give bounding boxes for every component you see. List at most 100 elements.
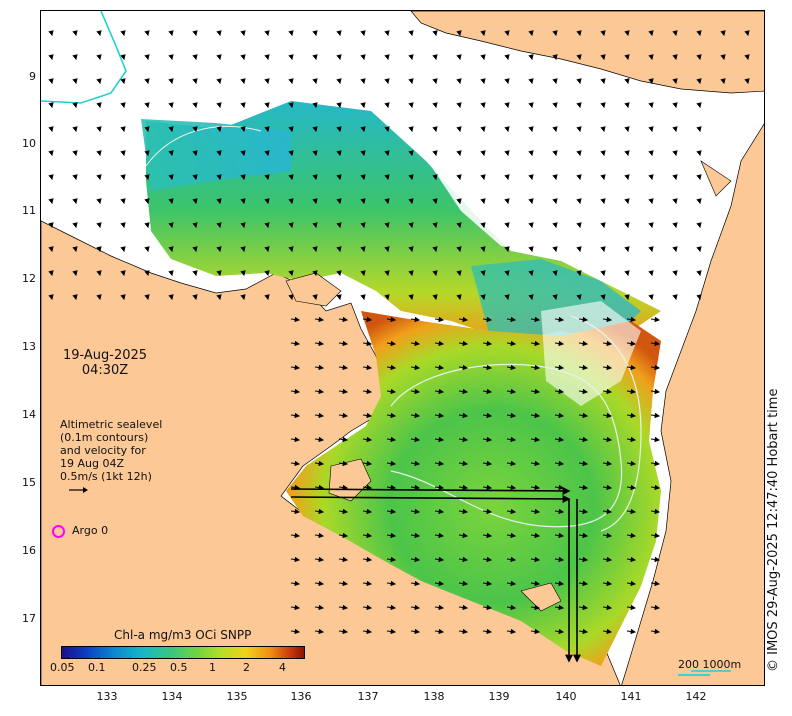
velocity-arrow [480,150,486,157]
velocity-arrow [648,78,654,85]
longitude-label: 140 [555,690,577,703]
velocity-arrow [696,246,702,253]
depth-scale-line [678,674,710,676]
velocity-arrow [530,436,541,443]
velocity-arrow [504,126,510,133]
velocity-arrow [290,388,301,395]
velocity-arrow [624,270,630,277]
velocity-arrow [384,126,390,133]
velocity-arrow [240,294,246,301]
velocity-arrow [650,580,661,587]
velocity-arrow [386,412,397,419]
velocity-arrow [530,388,541,395]
depth-scale-label: 200 1000m [678,658,742,671]
velocity-arrow [554,556,565,563]
velocity-arrow [290,412,301,419]
velocity-arrow [338,436,349,443]
velocity-arrow [602,388,613,395]
velocity-arrow [650,604,661,611]
velocity-arrow [288,102,294,109]
velocity-arrow [48,294,54,301]
velocity-arrow [360,294,366,301]
velocity-arrow [554,628,565,635]
velocity-arrow [624,126,630,133]
velocity-arrow [576,150,582,157]
velocity-arrow [600,294,606,301]
velocity-arrow [552,126,558,133]
velocity-arrow [578,340,589,347]
velocity-arrow [338,316,349,323]
velocity-arrow [554,604,565,611]
velocity-arrow [506,388,517,395]
velocity-arrow [384,78,390,85]
velocity-arrow [672,126,678,133]
velocity-arrow [458,508,469,515]
velocity-arrow [432,270,438,277]
velocity-arrow [504,54,510,61]
velocity-arrow [338,580,349,587]
velocity-arrow [456,222,462,229]
velocity-arrow [576,102,582,109]
velocity-arrow [72,30,78,37]
velocity-arrow [648,102,654,109]
velocity-arrow [362,460,373,467]
velocity-arrow [72,198,78,205]
velocity-arrow [480,30,486,37]
velocity-arrow [72,270,78,277]
velocity-arrow [554,532,565,539]
velocity-arrow [624,54,630,61]
velocity-arrow [216,246,222,253]
velocity-arrow [314,604,325,611]
velocity-arrow [264,174,270,181]
latitude-label: 13 [22,340,36,353]
velocity-arrow [578,412,589,419]
velocity-arrow [386,604,397,611]
velocity-arrow [290,580,301,587]
longitude-label: 137 [357,690,379,703]
velocity-arrow [504,150,510,157]
velocity-arrow [696,54,702,61]
velocity-arrow [554,316,565,323]
velocity-arrow [384,102,390,109]
velocity-arrow [410,436,421,443]
velocity-arrow [362,508,373,515]
velocity-arrow [362,364,373,371]
map-panel[interactable] [40,10,765,686]
velocity-arrow [216,150,222,157]
velocity-arrow [578,556,589,563]
velocity-arrow [696,222,702,229]
velocity-arrow [362,436,373,443]
velocity-arrow [504,30,510,37]
longitude-label: 133 [96,690,118,703]
velocity-arrow [648,222,654,229]
velocity-arrow [410,580,421,587]
velocity-arrow [530,604,541,611]
velocity-arrow [578,388,589,395]
velocity-arrow [120,54,126,61]
velocity-arrow [600,222,606,229]
velocity-arrow [530,580,541,587]
velocity-arrow [192,246,198,253]
velocity-arrow [362,484,373,491]
velocity-arrow [386,508,397,515]
velocity-arrow [672,78,678,85]
velocity-arrow [672,174,678,181]
velocity-arrow [506,316,517,323]
velocity-arrow [482,628,493,635]
colorbar-tick: 0.5 [170,661,188,674]
velocity-arrow [168,294,174,301]
velocity-arrow [48,30,54,37]
velocity-arrow [240,198,246,205]
velocity-arrow [96,126,102,133]
velocity-arrow [72,54,78,61]
velocity-arrow [434,484,445,491]
velocity-arrow [216,198,222,205]
altimetry-legend: Altimetric sealevel (0.1m contours) and … [60,418,162,494]
velocity-arrow [168,174,174,181]
velocity-arrow [216,126,222,133]
gulf-chl [286,311,661,666]
velocity-arrow [338,364,349,371]
latitude-label: 16 [22,544,36,557]
velocity-arrow [578,628,589,635]
velocity-arrow [264,126,270,133]
